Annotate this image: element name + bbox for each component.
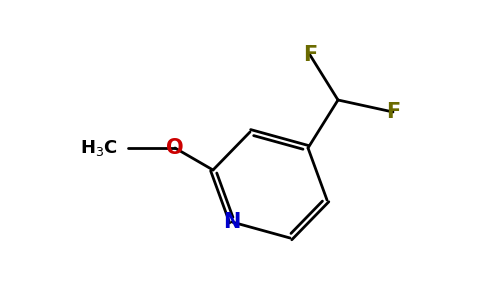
Text: F: F (303, 45, 317, 65)
Text: H$_3$C: H$_3$C (80, 138, 118, 158)
Text: O: O (166, 138, 184, 158)
Text: N: N (223, 212, 241, 232)
Text: F: F (386, 102, 400, 122)
